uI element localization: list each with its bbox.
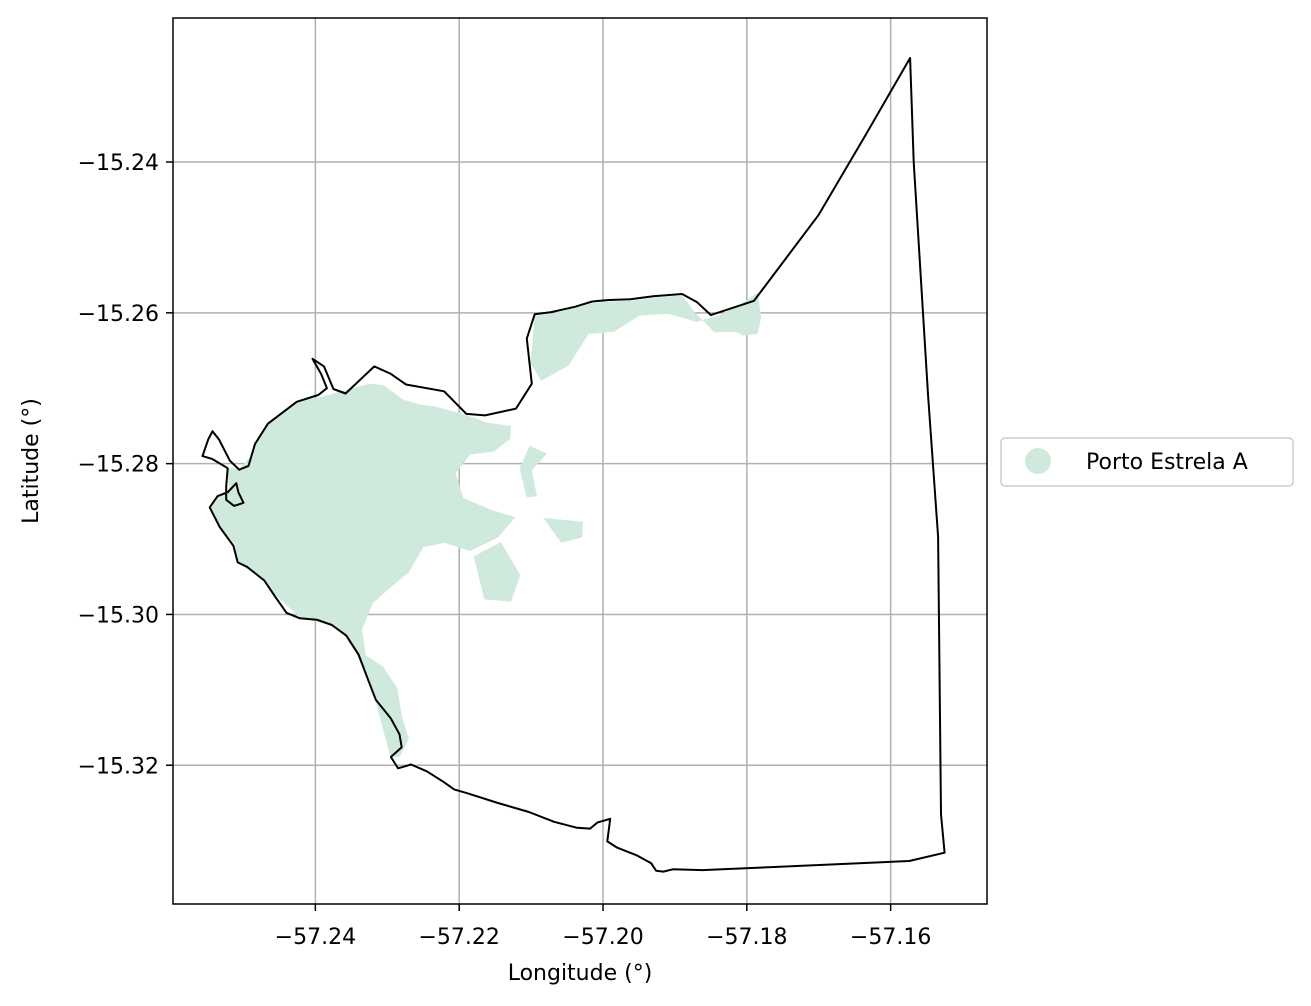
municipality-boundary-layer — [201, 57, 946, 873]
legend-marker-porto-estrela-a — [1025, 448, 1051, 474]
x-tick-label: −57.18 — [706, 925, 787, 950]
y-tick-label: −15.28 — [78, 453, 159, 478]
porto-estrela-a-region — [210, 383, 516, 757]
porto-estrela-fill — [210, 292, 762, 757]
y-tick-label: −15.26 — [78, 302, 159, 327]
x-axis-ticks: −57.24 −57.22 −57.20 −57.18 −57.16 — [275, 904, 931, 950]
porto-estrela-a-region — [543, 517, 583, 543]
y-tick-label: −15.24 — [78, 151, 159, 176]
y-tick-label: −15.32 — [78, 754, 159, 779]
y-tick-label: −15.30 — [78, 603, 159, 628]
porto-estrela-a-region — [473, 542, 521, 602]
x-tick-label: −57.20 — [562, 925, 643, 950]
porto-estrela-a-region — [519, 445, 547, 498]
y-axis-label: Latitude (°) — [19, 398, 44, 524]
x-tick-label: −57.22 — [418, 925, 499, 950]
legend-label-porto-estrela-a: Porto Estrela A — [1086, 450, 1248, 475]
municipality-boundary — [201, 57, 946, 873]
y-axis-ticks: −15.24 −15.26 −15.28 −15.30 −15.32 — [78, 151, 173, 779]
porto-estrela-a-region — [530, 292, 762, 381]
x-tick-label: −57.16 — [850, 925, 931, 950]
x-axis-label: Longitude (°) — [508, 961, 653, 986]
gridlines — [173, 18, 987, 904]
plot-frame — [172, 17, 988, 905]
legend-box — [1000, 437, 1294, 487]
x-tick-label: −57.24 — [275, 925, 356, 950]
legend: Porto Estrela A — [1000, 437, 1294, 487]
